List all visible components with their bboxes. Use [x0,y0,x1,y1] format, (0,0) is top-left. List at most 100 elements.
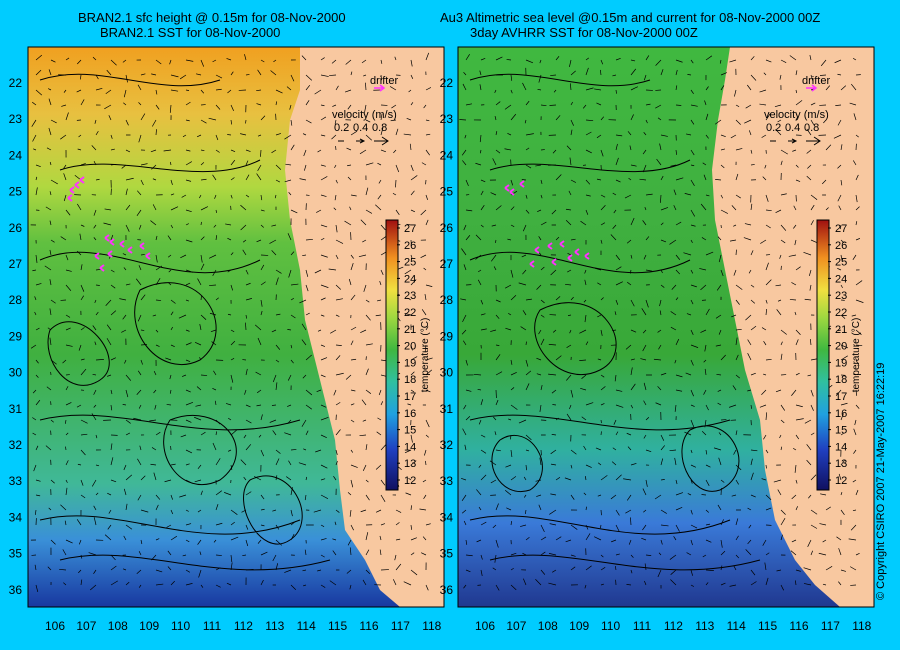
left-vector-arrow [288,192,292,196]
right-vector-arrow [670,579,677,586]
left-vector-arrow [375,464,382,470]
right-vector-arrow [675,269,681,275]
left-vector-arrow [270,70,277,76]
left-vector-arrow [242,249,247,256]
left-vector-arrow [365,162,374,166]
right-vector-arrow [555,296,561,301]
right-vector-arrow [540,338,545,346]
right-vector-arrow [463,520,467,526]
left-vector-arrow [305,404,313,410]
right-vector-arrow [525,209,530,214]
right-vector-arrow [690,149,695,156]
right-vector-arrow [780,534,783,541]
left-vector-arrow [93,237,97,241]
right-vector-arrow [630,217,635,226]
left-vector-arrow [212,174,217,181]
left-vector-arrow [150,463,157,466]
left-vector-arrow [105,89,112,95]
right-vector-arrow [748,269,752,274]
right-vector-arrow [705,582,709,586]
right-vector-arrow [774,104,782,108]
right-vector-arrow [583,299,587,303]
right-vector-arrow [459,119,467,121]
right-vector-arrow [745,549,752,556]
right-vector-arrow [810,239,817,243]
right-vector-arrow [660,207,669,211]
right-drifter-marker [529,260,535,268]
right-vector-arrow [495,101,501,106]
right-vector-arrow [480,474,487,481]
right-vector-arrow [494,115,497,121]
right-vector-arrow [716,373,722,376]
left-vector-arrow [305,354,312,361]
left-vector-arrow [77,148,82,151]
left-vector-arrow [365,444,368,451]
left-vector-arrow [331,134,337,140]
right-vector-arrow [810,204,815,211]
left-vector-arrow [272,430,277,436]
left-vector-arrow [425,460,427,466]
left-vector-arrow [230,554,233,563]
left-vector-arrow [290,297,294,301]
left-vector-arrow [410,190,415,196]
right-vector-arrow [570,494,575,500]
right-vector-arrow [660,134,668,137]
right-vector-arrow [615,404,624,408]
right-vector-arrow [794,311,797,316]
right-map-panel [458,47,874,607]
right-vector-arrow [810,432,815,436]
left-vector-arrow [104,104,112,110]
left-vector-arrow [125,204,131,211]
right-vector-arrow [612,74,617,77]
right-vector-arrow [807,539,812,547]
right-vector-arrow [804,419,812,424]
right-vector-arrow [747,353,752,361]
left-vector-arrow [35,327,40,331]
left-vector-arrow [65,269,72,272]
left-vector-arrow [395,563,402,571]
right-vector-arrow [750,581,757,586]
right-vector-arrow [669,239,677,245]
left-lon-label: 108 [108,619,128,633]
left-vector-arrow [257,337,262,346]
right-vector-arrow [705,404,709,411]
right-vector-arrow [525,147,530,151]
right-vector-arrow [584,279,587,286]
left-vector-arrow [155,89,158,95]
left-lon-label: 115 [328,619,347,633]
right-vector-arrow [642,220,647,226]
right-vector-arrow [600,524,602,529]
left-vector-arrow [106,69,112,76]
right-drifter-marker [551,258,557,266]
left-vector-arrow [230,357,235,361]
right-vector-arrow [730,134,737,139]
right-vector-arrow [462,160,467,166]
right-vector-arrow [690,59,694,64]
left-vector-arrow [320,416,329,421]
right-lon-label: 106 [475,619,495,633]
left-vector-arrow [185,119,190,122]
right-vector-arrow [480,569,483,576]
right-vector-arrow [569,59,572,67]
right-vector-arrow [670,164,677,167]
right-vector-arrow [690,464,697,468]
right-vector-arrow [585,506,587,511]
right-drifter-marker [504,184,510,192]
right-vector-arrow [611,539,617,543]
right-vector-arrow [656,158,662,166]
left-vector-arrow [215,297,219,301]
right-lon-label: 107 [506,619,526,633]
right-vector-arrow [463,404,467,410]
right-vector-arrow [806,149,812,154]
left-vector-arrow [93,160,97,166]
right-vector-arrow [594,267,602,271]
left-vector-arrow [35,254,38,263]
right-vector-arrow [540,536,547,541]
right-vector-arrow [701,237,707,241]
left-vector-arrow [212,442,217,451]
left-vector-arrow [284,179,292,183]
left-colorbar-tick-label: 27 [404,223,416,235]
left-vector-arrow [195,73,202,76]
left-vector-arrow [245,314,247,319]
right-vector-arrow [585,87,594,91]
